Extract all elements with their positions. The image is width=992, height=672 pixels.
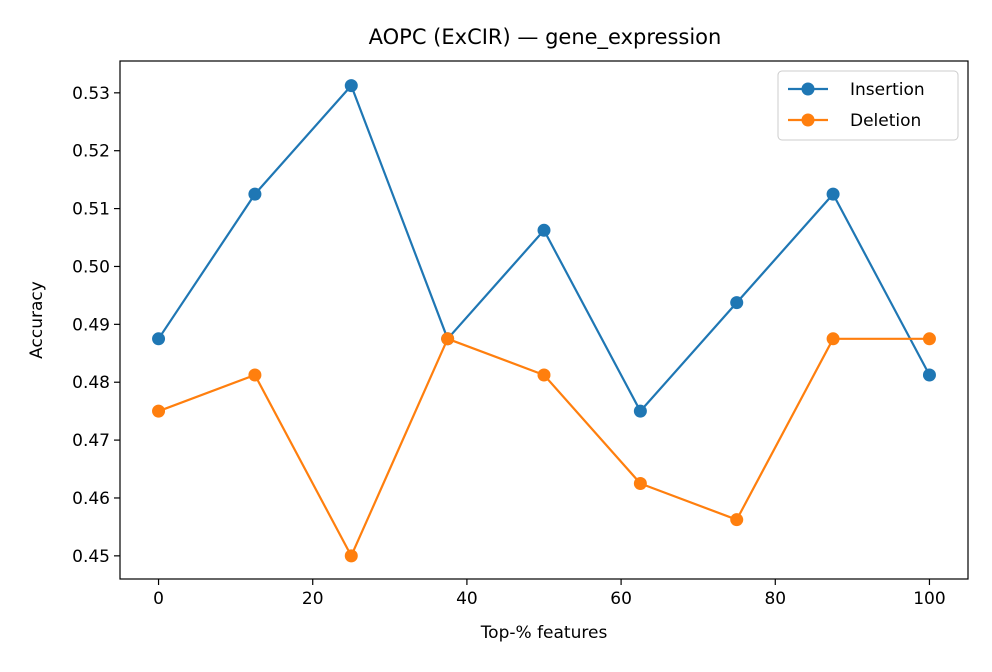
data-point-deletion	[152, 404, 166, 418]
y-tick-label: 0.47	[72, 431, 110, 451]
data-point-deletion	[633, 477, 647, 491]
data-point-insertion	[537, 223, 551, 237]
data-point-deletion	[826, 332, 840, 346]
y-tick-label: 0.50	[72, 257, 110, 277]
y-tick-label: 0.48	[72, 373, 110, 393]
data-point-insertion	[633, 404, 647, 418]
data-point-deletion	[248, 368, 262, 382]
y-tick-label: 0.53	[72, 84, 110, 104]
legend-label-deletion: Deletion	[850, 111, 921, 131]
y-tick-label: 0.51	[72, 200, 110, 220]
data-point-insertion	[922, 368, 936, 382]
x-tick-label: 20	[302, 589, 324, 609]
x-tick-label: 0	[153, 589, 164, 609]
data-point-insertion	[730, 296, 744, 310]
y-tick-label: 0.52	[72, 142, 110, 162]
legend: Insertion Deletion	[777, 70, 959, 141]
data-point-deletion	[922, 332, 936, 346]
data-point-insertion	[826, 187, 840, 201]
data-point-insertion	[248, 187, 262, 201]
series-deletion	[152, 332, 936, 563]
data-point-deletion	[344, 549, 358, 563]
x-tick-label: 60	[610, 589, 632, 609]
y-tick-label: 0.45	[72, 547, 110, 567]
x-tick-label: 80	[764, 589, 786, 609]
x-tick-label: 100	[913, 589, 945, 609]
series-layer	[152, 79, 936, 563]
data-point-deletion	[441, 332, 455, 346]
x-axis-label: Top-% features	[480, 623, 608, 643]
legend-swatch-marker	[801, 113, 815, 127]
data-point-deletion	[537, 368, 551, 382]
y-axis-label: Accuracy	[27, 281, 47, 359]
chart-title: AOPC (ExCIR) — gene_expression	[369, 25, 722, 50]
legend-swatch-marker	[801, 82, 815, 96]
plot-area	[119, 60, 969, 580]
data-point-insertion	[152, 332, 166, 346]
data-point-insertion	[344, 79, 358, 93]
data-point-deletion	[730, 513, 744, 527]
x-axis-ticks: 0 20 40 60 80 100	[153, 579, 946, 609]
y-tick-label: 0.46	[72, 489, 110, 509]
y-tick-label: 0.49	[72, 315, 110, 335]
legend-label-insertion: Insertion	[850, 80, 925, 100]
plot-frame	[119, 60, 969, 580]
x-tick-label: 40	[456, 589, 478, 609]
y-axis-ticks: 0.45 0.46 0.47 0.48 0.49 0.50 0.51 0.52 0.53	[72, 84, 120, 567]
